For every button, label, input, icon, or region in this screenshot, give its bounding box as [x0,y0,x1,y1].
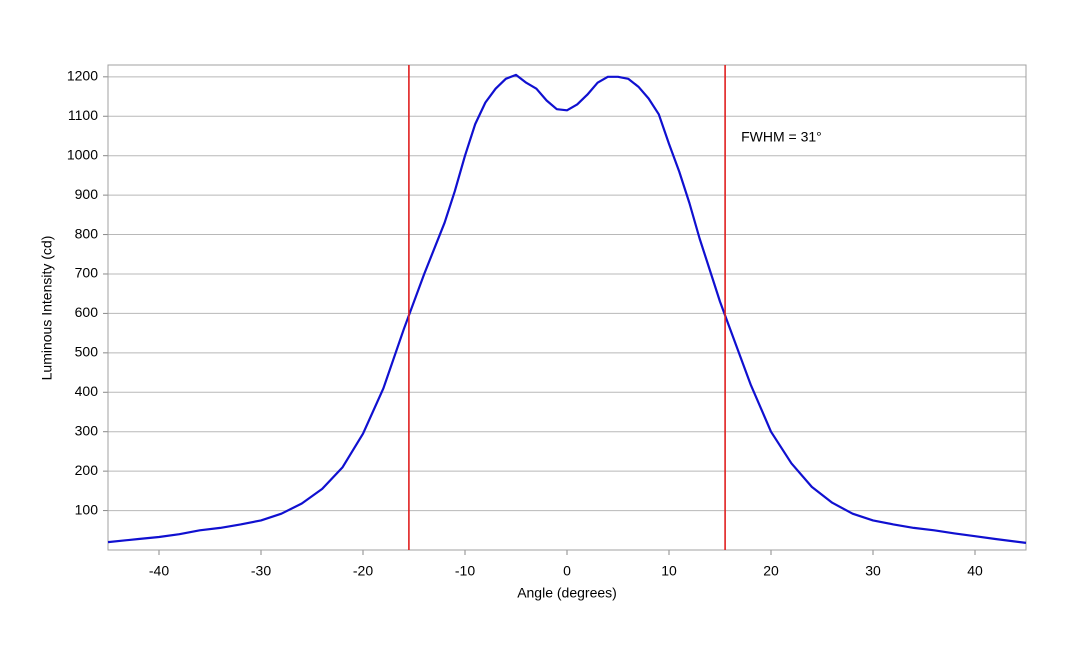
x-tick-label: 30 [865,563,881,579]
y-tick-label: 1000 [67,146,98,162]
y-tick-label: 800 [75,225,99,241]
x-tick-label: 10 [661,563,677,579]
x-tick-label: 20 [763,563,779,579]
y-tick-label: 500 [75,344,99,360]
y-tick-label: 900 [75,186,99,202]
x-tick-label: -10 [455,563,475,579]
x-tick-label: 0 [563,563,571,579]
y-tick-label: 200 [75,462,99,478]
data-line [107,73,1027,544]
y-tick-label: 1100 [68,107,98,123]
x-tick-label: -20 [353,563,373,579]
x-tick-label: -40 [149,563,169,579]
y-tick-label: 400 [75,383,99,399]
y-axis-label: Luminous Intensity (cd) [39,236,55,381]
annotation: FWHM = 31° [741,129,822,145]
y-tick-label: 300 [75,422,99,438]
y-tick-label: 100 [75,501,99,517]
x-axis-label: Angle (degrees) [517,585,617,601]
x-tick-label: 40 [967,563,983,579]
y-tick-label: 1200 [67,68,98,84]
plot-frame [107,64,1027,551]
y-tick-label: 600 [75,304,99,320]
y-tick-label: 700 [75,265,99,281]
x-tick-label: -30 [251,563,271,579]
